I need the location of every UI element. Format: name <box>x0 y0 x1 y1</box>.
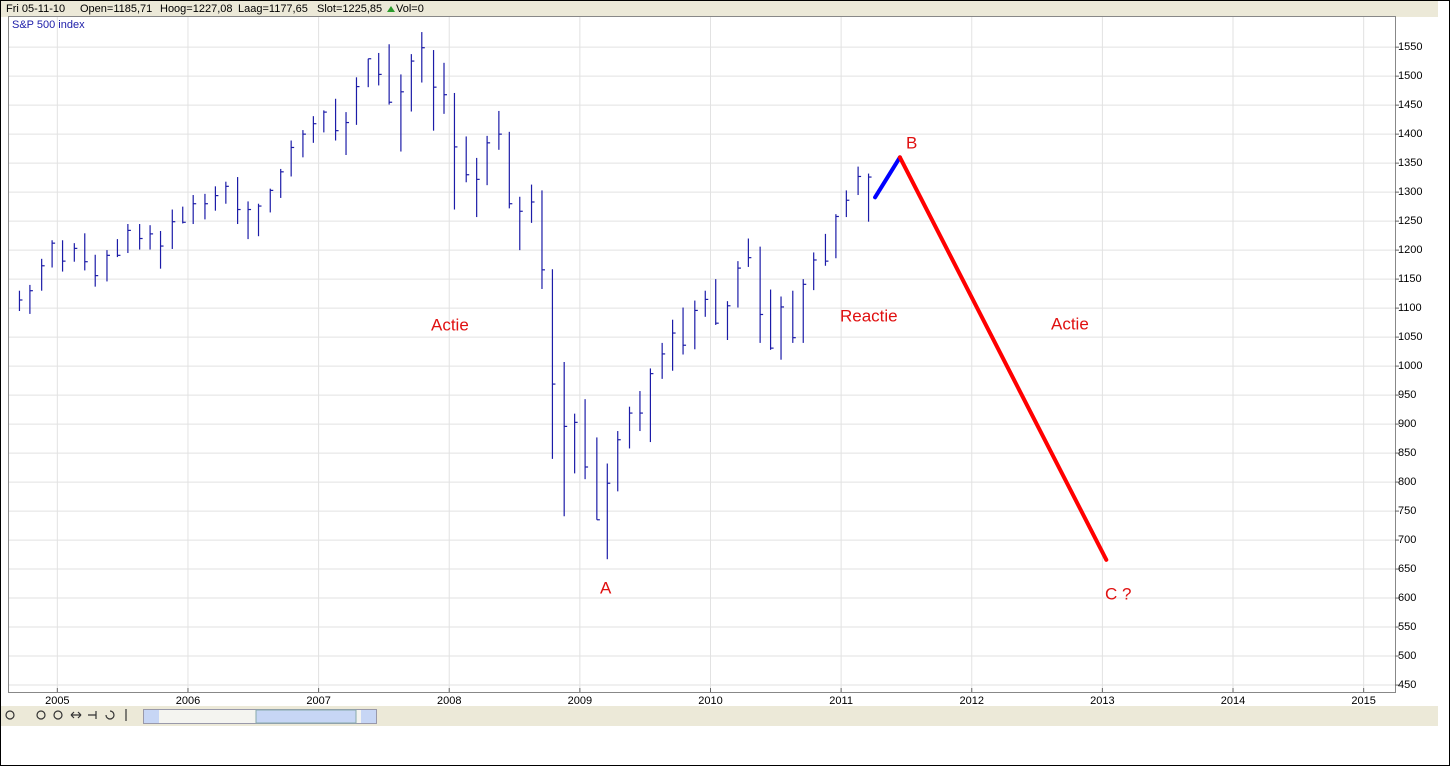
y-tick-label: 1400 <box>1398 128 1422 140</box>
zoom-in-button[interactable] <box>36 710 46 720</box>
end-button[interactable] <box>88 711 97 719</box>
y-tick-label: 1000 <box>1398 360 1422 372</box>
header-high: Hoog=1227,08 <box>160 3 232 15</box>
header-open: Open=1185,71 <box>80 3 152 15</box>
header-low: Laag=1177,65 <box>238 3 308 15</box>
y-tick-label: 850 <box>1398 447 1416 459</box>
y-tick-label: 1300 <box>1398 186 1422 198</box>
annotation: Actie <box>431 315 469 334</box>
header-volume: Vol=0 <box>396 3 424 15</box>
y-tick-label: 1150 <box>1398 273 1422 285</box>
x-tick-label: 2014 <box>1221 695 1245 707</box>
x-tick-label: 2008 <box>437 695 461 707</box>
zoom-out-button[interactable] <box>53 710 63 720</box>
x-tick-label: 2013 <box>1090 695 1114 707</box>
scroll-thumb[interactable] <box>255 709 357 724</box>
annotation: Reactie <box>840 306 898 325</box>
y-tick-label: 800 <box>1398 476 1416 488</box>
x-tick-label: 2007 <box>306 695 330 707</box>
x-tick-label: 2010 <box>698 695 722 707</box>
volume-icon <box>387 6 395 12</box>
y-tick-label: 450 <box>1398 679 1416 691</box>
y-tick-label: 1200 <box>1398 244 1422 256</box>
series-label: S&P 500 index <box>12 19 85 31</box>
plot-area <box>8 16 1396 693</box>
x-tick-label: 2005 <box>45 695 69 707</box>
y-tick-label: 700 <box>1398 534 1416 546</box>
y-tick-label: 950 <box>1398 389 1416 401</box>
axis-area <box>1396 17 1438 693</box>
x-tick-label: 2006 <box>176 695 200 707</box>
annotation: A <box>600 578 612 597</box>
scroll-left[interactable] <box>144 710 159 723</box>
header-close: Slot=1225,85 <box>317 3 382 15</box>
y-tick-label: 1350 <box>1398 157 1422 169</box>
scroll-right[interactable] <box>361 710 376 723</box>
y-tick-label: 1100 <box>1398 302 1422 314</box>
zoom-button[interactable] <box>5 710 15 720</box>
y-tick-label: 1250 <box>1398 215 1422 227</box>
y-tick-label: 750 <box>1398 505 1416 517</box>
annotation: C ? <box>1105 584 1131 603</box>
y-tick-label: 1500 <box>1398 70 1422 82</box>
header-date: Fri 05-11-10 <box>6 3 65 15</box>
x-tick-label: 2012 <box>960 695 984 707</box>
y-tick-label: 1050 <box>1398 331 1422 343</box>
y-tick-label: 600 <box>1398 592 1416 604</box>
y-tick-label: 500 <box>1398 650 1416 662</box>
annotation: Actie <box>1051 314 1089 333</box>
y-tick-label: 550 <box>1398 621 1416 633</box>
pan-button[interactable] <box>70 711 82 719</box>
annotation: B <box>906 133 917 152</box>
y-tick-label: 650 <box>1398 563 1416 575</box>
y-tick-label: 1450 <box>1398 99 1422 111</box>
y-tick-label: 1550 <box>1398 41 1422 53</box>
projection-line <box>897 155 1109 562</box>
x-tick-label: 2009 <box>568 695 592 707</box>
x-tick-label: 2015 <box>1351 695 1375 707</box>
reset-button[interactable] <box>105 710 115 720</box>
y-tick-label: 900 <box>1398 418 1416 430</box>
projection-line <box>873 155 902 200</box>
header-bar <box>1 1 1438 17</box>
x-tick-label: 2011 <box>829 695 853 707</box>
